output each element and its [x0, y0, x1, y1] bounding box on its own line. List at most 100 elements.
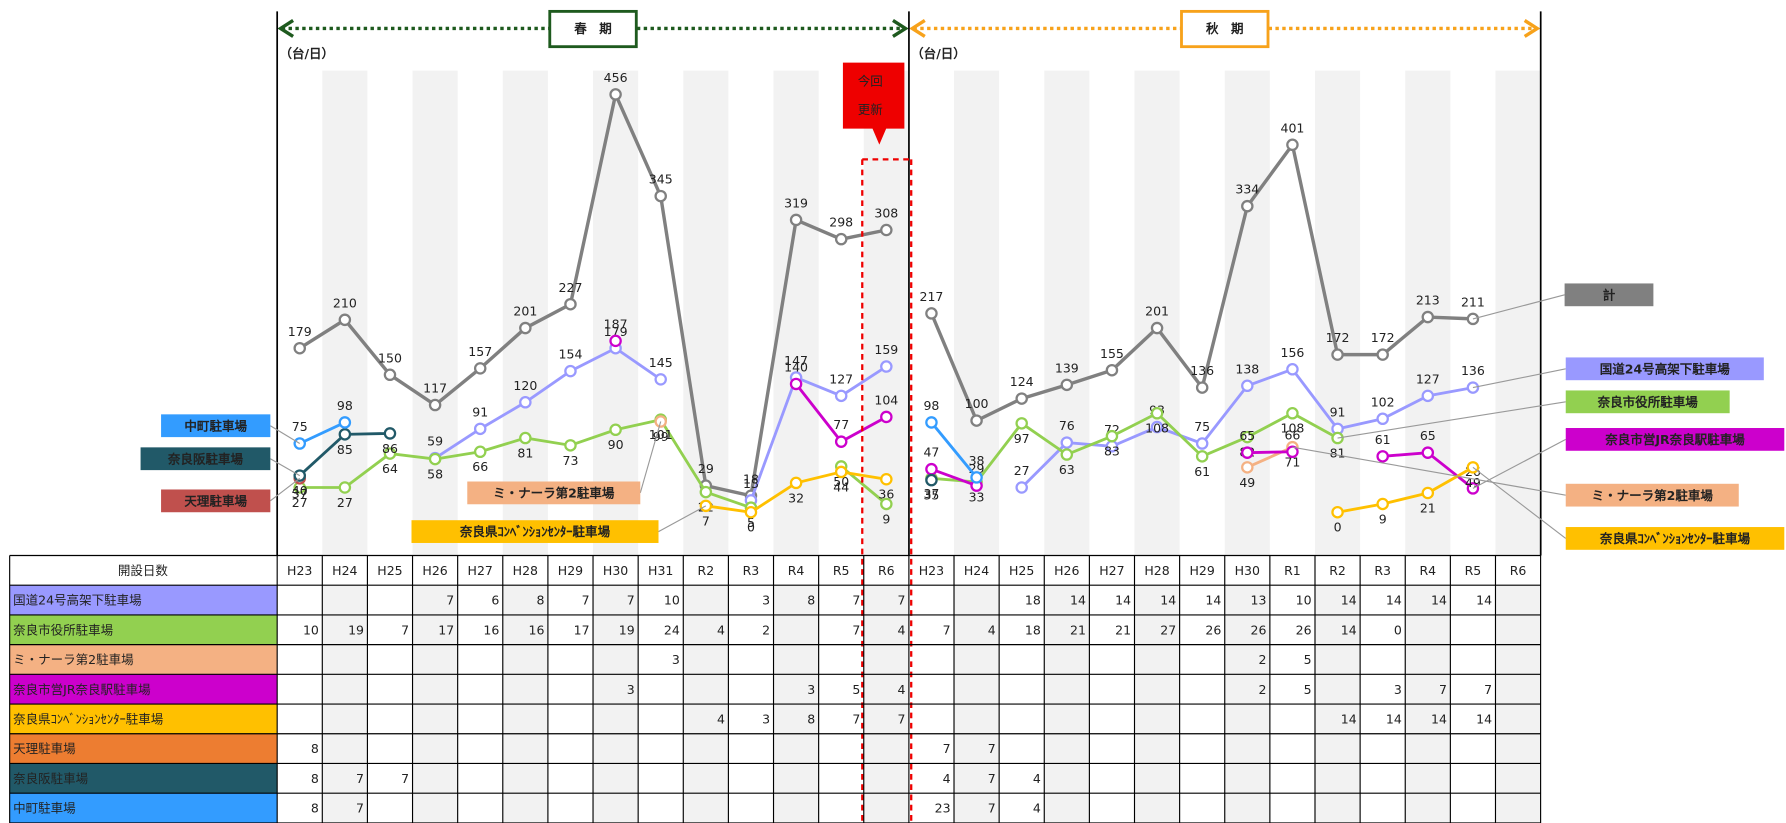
arrow-head [909, 19, 926, 38]
table-col-header: H27 [1099, 563, 1124, 578]
table-col-header: H29 [1190, 563, 1215, 578]
point [880, 410, 893, 424]
value-label: 159 [874, 342, 898, 357]
value-label: 127 [829, 371, 853, 386]
cell-value: 8 [311, 741, 319, 756]
leader-line [270, 425, 301, 445]
point [880, 497, 893, 511]
value-label: 139 [1055, 360, 1079, 375]
table-col-header: R3 [743, 563, 760, 578]
value-label: 83 [1104, 444, 1120, 459]
point [1421, 310, 1435, 324]
value-label: 21 [1420, 500, 1436, 515]
cell-value: 10 [1296, 593, 1312, 608]
cell-value: 14 [1205, 593, 1221, 608]
series-line [299, 421, 346, 445]
point [1060, 448, 1074, 461]
value-label: 210 [333, 295, 357, 310]
legend-box [1565, 527, 1785, 550]
cell-value: 14 [1476, 712, 1492, 727]
row-label-bg [9, 704, 278, 734]
value-label: 213 [1416, 293, 1440, 308]
point [834, 389, 848, 403]
cell-value: 7 [988, 771, 996, 786]
leader-line [1292, 446, 1566, 496]
table-col-header: H31 [648, 563, 673, 578]
legend-box [1565, 390, 1730, 414]
point [1150, 407, 1164, 420]
point [654, 373, 667, 386]
value-label: 172 [1371, 330, 1395, 345]
point [1241, 199, 1254, 213]
point [1105, 429, 1119, 443]
table-col-header: R5 [1465, 563, 1482, 578]
point [564, 297, 577, 311]
cell-value: 7 [356, 771, 364, 786]
point [1150, 420, 1164, 434]
value-label: 5 [747, 515, 755, 530]
value-label: 101 [649, 427, 673, 442]
point [1286, 407, 1299, 420]
table-col-header: H29 [558, 563, 583, 578]
value-label: 13 [743, 476, 759, 491]
point [1286, 445, 1299, 459]
cell-value: 14 [1341, 712, 1357, 727]
point [925, 462, 938, 476]
value-label: 217 [920, 289, 944, 304]
column-stripe [1495, 70, 1541, 556]
value-label: 66 [472, 459, 488, 474]
table-col-header: H23 [919, 563, 944, 578]
leader-line [1337, 401, 1566, 439]
table-col-header: H30 [1235, 563, 1260, 578]
value-label: 150 [378, 350, 402, 365]
row-label: 奈良阪駐車場 [13, 771, 89, 786]
cell-value: 7 [852, 622, 860, 637]
column-stripe [412, 70, 458, 556]
value-label: 136 [1190, 363, 1214, 378]
cell-value: 8 [807, 712, 815, 727]
cell-value: 4 [943, 771, 951, 786]
point [519, 431, 532, 445]
legend-label: ミ・ナーラ第2駐車場 [1592, 488, 1714, 503]
series-line [434, 346, 662, 460]
value-label: 147 [784, 353, 808, 368]
series-line [1337, 466, 1474, 514]
cell-value: 26 [1296, 622, 1312, 637]
legend-box [411, 520, 659, 543]
leader-line [269, 477, 301, 502]
value-label: 86 [382, 441, 398, 456]
column-stripe [1044, 70, 1090, 556]
cell-value: 26 [1205, 622, 1221, 637]
cell-value: 0 [1394, 622, 1402, 637]
value-label: 71 [1284, 455, 1300, 470]
value-label: 179 [604, 324, 628, 339]
legend-label: ミ・ナーラ第2駐車場 [493, 486, 615, 501]
cell-value: 3 [627, 682, 635, 697]
cell-value: 7 [988, 801, 996, 816]
value-label: 154 [559, 347, 583, 362]
table-col-header: H30 [603, 563, 628, 578]
cell-value: 2 [1258, 682, 1266, 697]
table-col-header: R6 [878, 563, 895, 578]
row-label: 奈良市営JR奈良駅駐車場 [13, 682, 151, 697]
legend-box [1565, 357, 1764, 381]
value-label: 9 [882, 511, 890, 526]
point [383, 447, 397, 460]
leader-line [270, 458, 301, 477]
arrow-head [1523, 19, 1541, 38]
table-col-header: R3 [1374, 563, 1391, 578]
unit-label: （台/日） [279, 46, 334, 61]
value-label: 47 [923, 445, 939, 460]
cell-value: 14 [1341, 622, 1357, 637]
row-label: 奈良県ｺﾝﾍﾞﾝｼｮﾝｾﾝﾀｰ駐車場 [13, 712, 164, 727]
value-label: 7 [702, 513, 710, 528]
column-stripe [1314, 70, 1361, 556]
value-label: 81 [517, 445, 533, 460]
value-label: 90 [608, 437, 624, 452]
legend-label: 国道24号高架下駐車場 [1600, 361, 1731, 376]
value-label: 102 [1371, 394, 1395, 409]
table-col-header: H25 [377, 563, 402, 578]
table-col-header: H25 [1009, 563, 1034, 578]
value-label: 156 [1280, 345, 1304, 360]
series-line [930, 421, 978, 479]
